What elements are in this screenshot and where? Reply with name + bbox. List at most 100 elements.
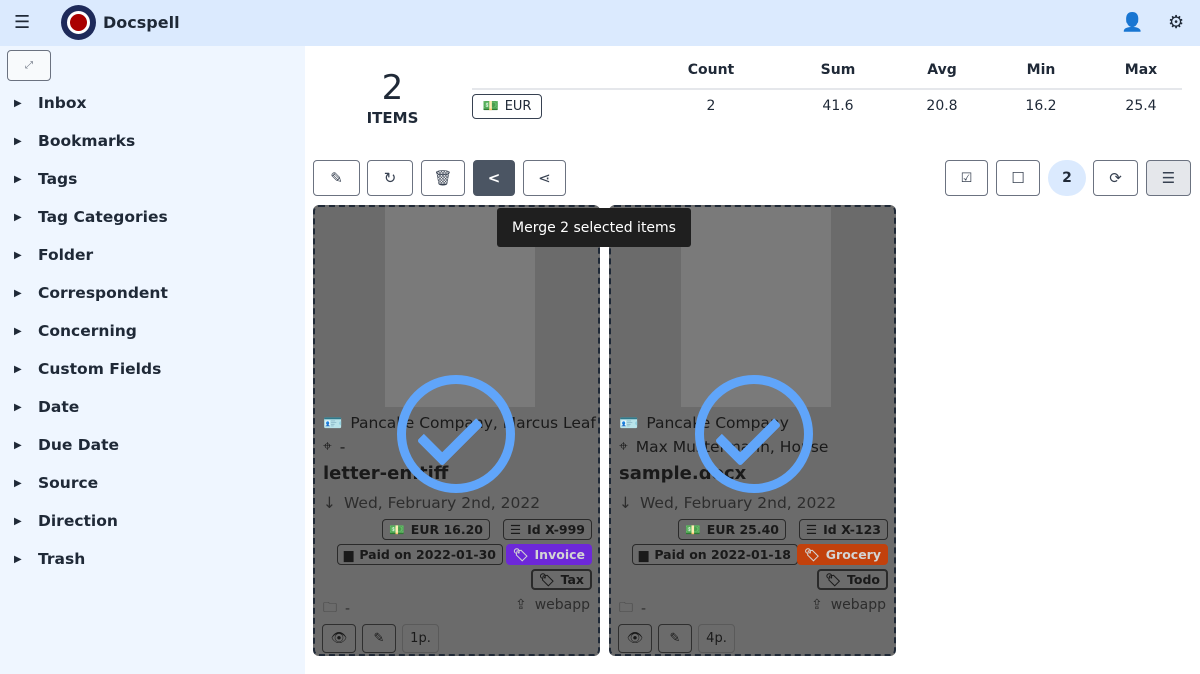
source: ⇪ webapp [507, 597, 590, 613]
currency-label: 💵 EUR [472, 94, 542, 119]
folder-icon: 🗀 [323, 600, 337, 616]
page-count: 1p. [402, 624, 439, 653]
header-sum: Sum [820, 62, 856, 78]
select-all-button[interactable]: ☑ [945, 160, 988, 196]
item-card[interactable]: 🪪 Pancake Company ⌖ Max Mustermann, House … [609, 205, 896, 656]
divider [472, 88, 1182, 90]
id-text: Id X-999 [527, 522, 585, 537]
paid-on-label: ▆ Paid on 2022-01-30 [336, 544, 503, 565]
list-icon: ☰ [805, 522, 818, 537]
edit-button[interactable]: ✎ [313, 160, 360, 196]
sidebar-item-label: Concerning [38, 322, 137, 340]
caret-right-icon: ▶ [14, 211, 22, 223]
header-max: Max [1124, 62, 1158, 78]
caret-right-icon: ▶ [14, 249, 22, 261]
tag-label[interactable]: 🏷 Grocery [796, 544, 888, 565]
edit-item-button[interactable]: ✎ [658, 624, 692, 653]
caret-right-icon: ▶ [14, 287, 22, 299]
eye-icon: 👁 [626, 631, 644, 646]
app-title: Docspell [103, 13, 180, 32]
share-button[interactable]: ⋖ [523, 160, 566, 196]
folder-text: - [345, 601, 351, 617]
preview-button[interactable]: 👁 [618, 624, 652, 653]
merge-tooltip: Merge 2 selected items [497, 208, 691, 247]
source-text: webapp [830, 597, 886, 613]
sidebar-item-bookmarks[interactable]: ▶ Bookmarks [14, 132, 135, 150]
crosshairs-icon: ⌖ [323, 437, 332, 455]
tag-text: Tax [560, 572, 584, 587]
header-min: Min [1026, 62, 1056, 78]
reprocess-button[interactable]: ↻ [367, 160, 413, 196]
edit-icon: ✎ [373, 631, 385, 646]
page-count: 4p. [698, 624, 735, 653]
merge-button[interactable]: < [473, 160, 515, 196]
user-icon[interactable]: 👤 [1121, 12, 1144, 33]
amount-text: EUR 25.40 [706, 522, 779, 537]
value-avg: 20.8 [926, 98, 958, 114]
sidebar-item-due-date[interactable]: ▶ Due Date [14, 436, 119, 454]
edit-icon: ✎ [669, 631, 681, 646]
money-icon: 💵 [685, 521, 701, 537]
sidebar-item-tags[interactable]: ▶ Tags [14, 170, 77, 188]
sidebar-item-folder[interactable]: ▶ Folder [14, 246, 93, 264]
folder: 🗀 - [611, 597, 646, 621]
tag-label[interactable]: 🏷 Todo [817, 569, 888, 590]
items-label: ITEMS [366, 109, 419, 127]
tag-label[interactable]: 🏷 Invoice [505, 544, 592, 565]
folder: 🗀 - [315, 597, 350, 621]
list-icon: ☰ [509, 522, 522, 537]
tag-icon: 🏷 [803, 546, 820, 562]
sidebar-item-tag-categories[interactable]: ▶ Tag Categories [14, 208, 168, 226]
value-max: 25.4 [1125, 98, 1157, 114]
sidebar-item-direction[interactable]: ▶ Direction [14, 512, 118, 530]
select-mode-button[interactable]: ☰ [1146, 160, 1191, 196]
sidebar-item-label: Folder [38, 246, 94, 264]
crosshairs-icon: ⌖ [619, 437, 628, 455]
refresh-button[interactable]: ⟳ [1093, 160, 1138, 196]
menu-icon[interactable]: ☰ [14, 12, 31, 33]
item-card[interactable]: 🪪 Pancake Company, Marcus Leaf ⌖ - letter-… [313, 205, 600, 656]
sidebar-item-label: Tag Categories [38, 208, 168, 226]
edit-item-button[interactable]: ✎ [362, 624, 396, 653]
amount-label: 💵 EUR 25.40 [678, 519, 786, 540]
caret-right-icon: ▶ [14, 515, 22, 527]
paid-text: Paid on 2022-01-18 [654, 547, 791, 562]
sidebar-item-inbox[interactable]: ▶ Inbox [14, 94, 87, 112]
sidebar-item-label: Due Date [38, 436, 120, 454]
sidebar-item-correspondent[interactable]: ▶ Correspondent [14, 284, 168, 302]
sidebar-item-label: Bookmarks [38, 132, 136, 150]
sidebar-item-concerning[interactable]: ▶ Concerning [14, 322, 137, 340]
select-none-button[interactable]: ☐ [996, 160, 1040, 196]
amount-label: 💵 EUR 16.20 [382, 519, 490, 540]
folder-text: - [641, 601, 647, 617]
settings-icon[interactable]: ⚙ [1168, 12, 1185, 33]
concerning-text: - [339, 437, 346, 456]
tag-text: Todo [847, 572, 880, 587]
tag-label[interactable]: 🏷 Tax [530, 569, 592, 590]
sidebar-item-label: Trash [38, 550, 86, 568]
address-card-icon: 🪪 [323, 414, 343, 432]
sidebar-item-label: Date [38, 398, 80, 416]
value-count: 2 [706, 98, 716, 114]
caret-right-icon: ▶ [14, 135, 22, 147]
tag-icon: 🏷 [538, 571, 555, 587]
caret-right-icon: ▶ [14, 173, 22, 185]
sidebar-item-trash[interactable]: ▶ Trash [14, 550, 85, 568]
sidebar-item-custom-fields[interactable]: ▶ Custom Fields [14, 360, 161, 378]
sidebar-item-source[interactable]: ▶ Source [14, 474, 98, 492]
delete-button[interactable]: 🗑 [421, 160, 465, 196]
sidebar-item-date[interactable]: ▶ Date [14, 398, 79, 416]
upload-icon: ⇪ [514, 597, 527, 613]
id-text: Id X-123 [823, 522, 881, 537]
money-icon: 💵 [389, 521, 405, 537]
direction-icon: ↓ [323, 494, 336, 512]
concerning: ⌖ - [315, 437, 345, 456]
sidebar-item-label: Correspondent [38, 284, 168, 302]
docspell-logo[interactable] [61, 5, 96, 40]
expand-button[interactable]: ⤢ [7, 50, 51, 81]
paid-on-label: ▆ Paid on 2022-01-18 [631, 544, 798, 565]
sidebar: ⤢ ▶ Inbox ▶ Bookmarks ▶ Tags ▶ Tag Categories ▶ F… [0, 46, 305, 674]
sidebar-item-label: Source [38, 474, 99, 492]
top-bar: ☰ Docspell 👤 ⚙ [0, 0, 1200, 46]
preview-button[interactable]: 👁 [322, 624, 356, 653]
